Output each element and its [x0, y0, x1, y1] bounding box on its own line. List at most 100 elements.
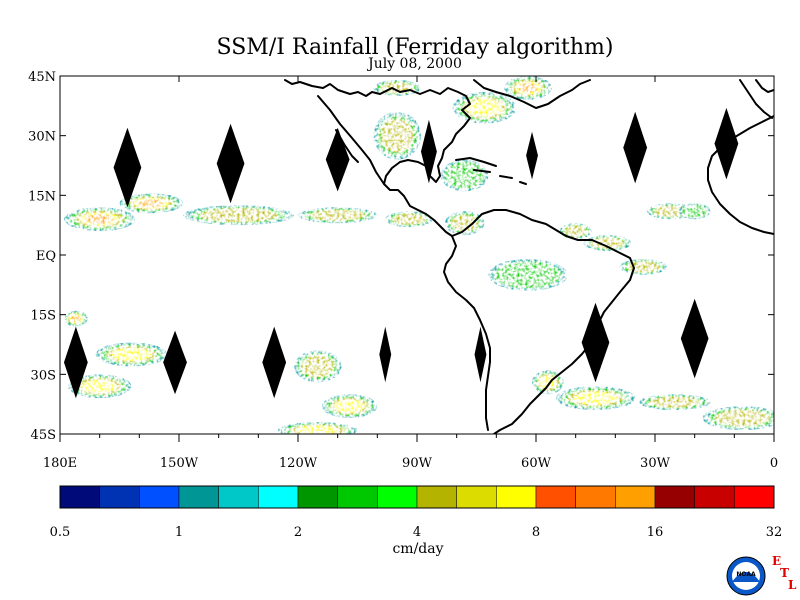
rain-region — [488, 258, 568, 291]
rain-layer — [63, 76, 774, 434]
colorbar-label: 8 — [532, 525, 540, 540]
colorbar-label: 0.5 — [50, 525, 71, 540]
rain-region — [385, 211, 433, 228]
colorbar-cell — [734, 485, 775, 509]
etl-letter-l: L — [788, 578, 797, 592]
missing-swath-diamond — [262, 326, 287, 399]
lat-tick-label: 15N — [28, 189, 56, 204]
rain-region — [298, 207, 378, 224]
rain-contour — [71, 315, 81, 322]
colorbar-label: 2 — [294, 525, 302, 540]
rain-region — [619, 258, 667, 275]
rain-region — [182, 205, 295, 226]
longitude-axis: 180E 150W 120W 90W 60W 30W 0 — [43, 76, 778, 471]
etl-letter-e: E — [772, 554, 781, 568]
missing-swath-diamond — [680, 298, 709, 379]
rain-contour — [518, 83, 538, 93]
rain-region — [702, 406, 774, 431]
lon-tick-label: 60W — [521, 456, 552, 471]
rain-region — [452, 91, 517, 124]
coastline-greenland — [739, 79, 773, 119]
colorbar-label: 16 — [647, 525, 664, 540]
colorbar-cell — [416, 485, 457, 509]
rain-contour — [494, 261, 562, 289]
rain-region — [373, 111, 421, 160]
lon-tick-label: 90W — [402, 456, 433, 471]
rain-contour — [590, 237, 625, 249]
colorbar-cell — [456, 485, 497, 509]
missing-swath-diamond — [216, 123, 245, 204]
rain-contour — [649, 396, 700, 408]
rain-region — [559, 223, 592, 240]
rain-contour — [199, 208, 278, 223]
missing-swath-diamond — [714, 107, 739, 180]
rain-region — [440, 159, 489, 192]
missing-swath-diamond — [63, 326, 88, 399]
coastline-canada-east — [473, 79, 591, 109]
rain-region — [555, 386, 636, 411]
missing-swath-diamond — [113, 127, 142, 208]
rain-region — [119, 193, 183, 214]
colorbar-cell — [535, 485, 576, 509]
rain-contour — [111, 347, 152, 362]
missing-swath-diamond — [474, 326, 487, 383]
lon-tick-label: 30W — [640, 456, 671, 471]
colorbar-cell — [575, 485, 616, 509]
coastline-europe-iberia — [755, 79, 774, 93]
colorbar-labels: 0.5 1 2 4 8 16 32 — [50, 525, 783, 540]
lat-tick-label: EQ — [36, 249, 56, 264]
lat-tick-label: 45N — [28, 70, 56, 85]
etl-letter-t: T — [780, 566, 789, 580]
coastline-north-america — [284, 79, 471, 237]
colorbar-cell — [615, 485, 656, 509]
colorbar-cell — [496, 485, 537, 509]
noaa-logo-wave — [732, 572, 760, 582]
colorbar-cell — [178, 485, 219, 509]
missing-swath-diamond — [623, 111, 648, 184]
rain-contour — [309, 209, 366, 221]
colorbar-label: 32 — [766, 525, 783, 540]
rain-contour — [334, 399, 365, 413]
colorbar-cell — [694, 485, 735, 509]
rain-contour — [138, 199, 164, 208]
rain-contour — [626, 261, 660, 273]
colorbar-cell — [218, 485, 259, 509]
rain-contour — [564, 225, 587, 237]
rain-contour — [392, 213, 426, 225]
colorbar-cell — [337, 485, 378, 509]
latitude-axis: 45N 30N 15N EQ 15S 30S 45S — [28, 70, 774, 443]
lon-tick-label: 0 — [770, 456, 778, 471]
coastline-africa — [707, 115, 774, 235]
lon-tick-label: 120W — [279, 456, 318, 471]
rain-contour — [654, 205, 688, 217]
rain-contour — [380, 118, 414, 153]
rain-contour — [296, 425, 340, 434]
rain-contour — [573, 391, 618, 405]
chart-title: SSM/I Rainfall (Ferriday algorithm) — [217, 35, 614, 60]
colorbar-frame — [59, 485, 775, 509]
lon-tick-label: 150W — [160, 456, 199, 471]
missing-swath-diamond — [420, 119, 437, 184]
rain-contour — [85, 214, 114, 224]
colorbar-cell — [99, 485, 140, 509]
missing-swath-diamond — [163, 330, 187, 395]
rain-contour — [444, 161, 485, 189]
rain-region — [278, 422, 358, 434]
colorbar-cell — [297, 485, 338, 509]
lat-tick-label: 15S — [31, 309, 56, 324]
coastline-caribbean-islands — [455, 157, 527, 185]
chart-subtitle: July 08, 2000 — [366, 56, 462, 72]
colorbar: 0.5 1 2 4 8 16 32 cm/day — [50, 485, 783, 557]
missing-data-swaths — [63, 107, 739, 399]
missing-swath-diamond — [526, 131, 538, 180]
rain-region — [63, 310, 88, 327]
colorbar-cell — [377, 485, 418, 509]
rain-contour — [714, 409, 771, 427]
lon-tick-label: 180E — [43, 456, 77, 471]
rain-contour — [466, 99, 502, 117]
rain-contour — [450, 214, 479, 232]
rain-region — [678, 203, 711, 220]
rain-region — [639, 394, 711, 411]
lat-tick-label: 30N — [28, 130, 56, 145]
